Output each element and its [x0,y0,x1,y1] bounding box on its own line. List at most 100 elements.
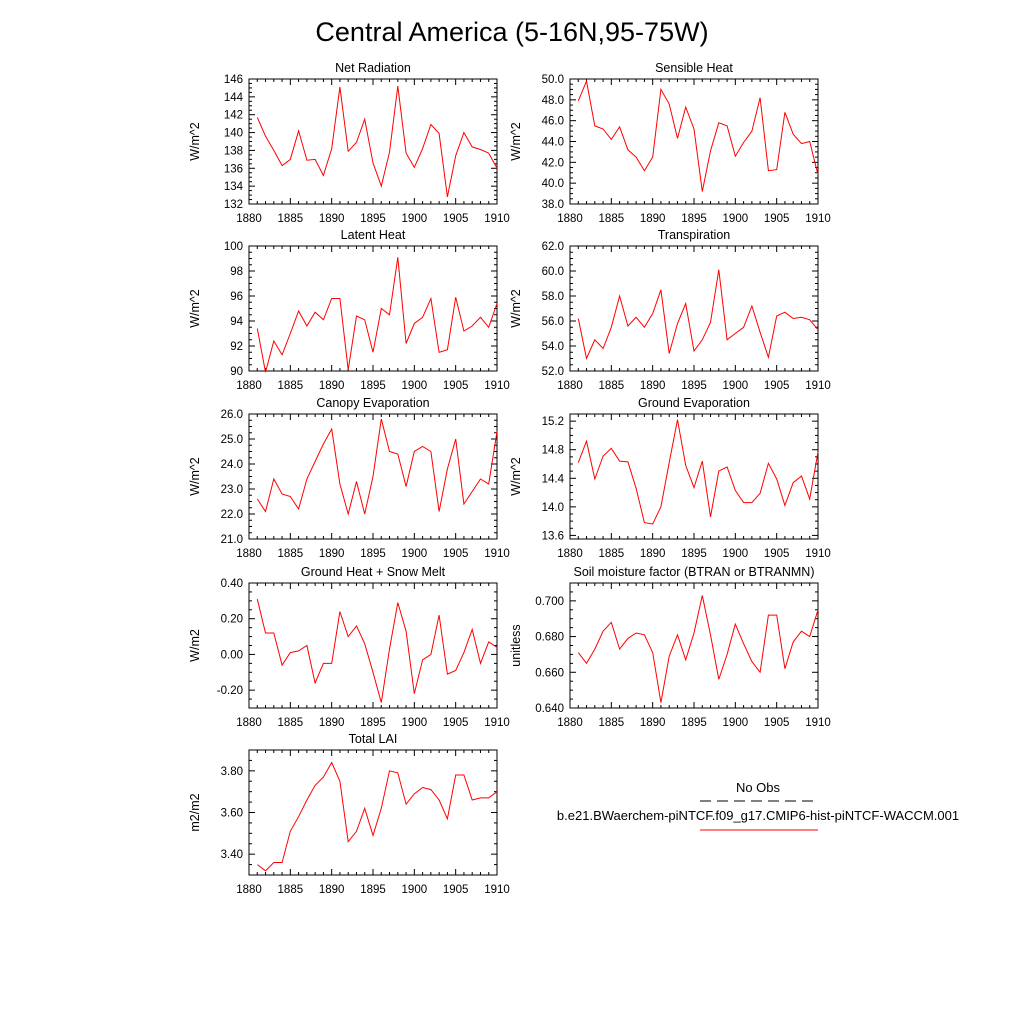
x-tick-label: 1895 [360,548,386,560]
x-tick-label: 1905 [764,548,790,560]
y-tick-label: 3.60 [221,808,243,820]
x-tick-label: 1905 [764,213,790,225]
x-tick-label: 1910 [805,213,831,225]
x-tick-label: 1890 [319,717,345,729]
y-tick-label: 0.700 [535,596,564,608]
y-tick-label: 140 [224,128,243,140]
panels: 1880 1885 1890 1895 1900 1905 1910 132 134 136 138… [188,61,831,896]
x-tick-label: 1880 [557,717,583,729]
y-axis-label: unitless [509,624,523,666]
x-tick-label: 1890 [319,213,345,225]
series-line [256,418,498,516]
x-tick-label: 1900 [402,717,428,729]
panel-title: Ground Heat + Snow Melt [301,565,446,579]
y-tick-label: 14.4 [542,473,565,485]
panel-5: 1880 1885 1890 1895 1900 1905 1910 13.6 14.0 14.4… [509,396,831,560]
panel-title: Net Radiation [335,61,411,75]
y-tick-label: 0.00 [221,649,243,661]
y-axis-label: W/m^2 [188,457,202,496]
y-tick-label: 60.0 [542,266,564,278]
x-tick-label: 1910 [805,548,831,560]
y-tick-label: 146 [224,74,243,86]
y-tick-label: 52.0 [542,366,564,378]
x-tick-label: 1905 [443,380,469,392]
x-tick-label: 1880 [557,213,583,225]
panel-6: 1880 1885 1890 1895 1900 1905 1910 -0.20 0.00 0.2… [188,565,510,729]
x-tick-label: 1885 [278,380,304,392]
y-axis-label: W/m^2 [188,289,202,328]
y-tick-label: 0.20 [221,614,243,626]
y-tick-label: -0.20 [217,685,243,697]
y-axis-label: W/m^2 [188,122,202,161]
x-tick-label: 1895 [360,717,386,729]
x-tick-label: 1885 [599,213,625,225]
plot-frame [569,245,819,372]
x-tick-label: 1885 [278,884,304,896]
x-tick-label: 1905 [764,380,790,392]
x-tick-label: 1900 [723,717,749,729]
series-line [577,269,819,361]
panel-7: 1880 1885 1890 1895 1900 1905 1910 0.640 0.660 0.… [509,565,831,729]
x-tick-label: 1880 [236,213,262,225]
y-tick-label: 48.0 [542,95,564,107]
x-tick-label: 1880 [236,884,262,896]
y-tick-label: 0.660 [535,667,564,679]
panel-3: 1880 1885 1890 1895 1900 1905 1910 52.0 54.0 56.0… [509,228,831,392]
panel-8: 1880 1885 1890 1895 1900 1905 1910 3.40 3.60 3.80… [188,732,510,896]
panel-title: Total LAI [349,732,398,746]
x-tick-label: 1885 [599,380,625,392]
panel-title: Canopy Evaporation [316,396,429,410]
y-axis-label: W/m^2 [509,457,523,496]
panel-title: Ground Evaporation [638,396,750,410]
y-tick-label: 26.0 [221,409,243,421]
y-tick-label: 23.0 [221,484,243,496]
x-tick-label: 1895 [681,717,707,729]
x-tick-label: 1910 [484,884,510,896]
y-tick-label: 138 [224,145,243,157]
y-tick-label: 96 [230,291,243,303]
panel-0: 1880 1885 1890 1895 1900 1905 1910 132 134 136 138… [188,61,510,225]
x-tick-label: 1885 [278,213,304,225]
x-tick-label: 1910 [484,548,510,560]
x-tick-label: 1905 [443,213,469,225]
x-tick-label: 1890 [640,717,666,729]
y-tick-label: 56.0 [542,316,564,328]
x-tick-label: 1890 [319,548,345,560]
y-tick-label: 54.0 [542,341,564,353]
y-tick-label: 22.0 [221,509,243,521]
x-tick-label: 1890 [640,380,666,392]
y-axis-label: W/m^2 [509,289,523,328]
y-tick-label: 38.0 [542,199,564,211]
y-tick-label: 14.8 [542,445,564,457]
plot-frame [569,582,819,709]
x-tick-label: 1910 [484,380,510,392]
x-tick-label: 1890 [319,884,345,896]
series-line [577,79,819,192]
plot-frame [248,749,498,876]
x-tick-label: 1905 [443,884,469,896]
legend-label-model-run: b.e21.BWaerchem-piNTCF.f09_g17.CMIP6-his… [557,808,959,823]
y-tick-label: 14.0 [542,502,564,514]
series-line [577,595,819,703]
y-tick-label: 15.2 [542,416,564,428]
y-tick-label: 25.0 [221,434,243,446]
legend: No Obs b.e21.BWaerchem-piNTCF.f09_g17.CM… [557,780,959,831]
y-tick-label: 46.0 [542,116,564,128]
y-tick-label: 92 [230,341,243,353]
y-axis-label: m2/m2 [188,793,202,831]
x-tick-label: 1895 [681,213,707,225]
panel-title: Transpiration [658,228,731,242]
series-line [256,598,498,703]
figure-title: Central America (5-16N,95-75W) [315,17,708,47]
x-tick-label: 1880 [557,548,583,560]
x-tick-label: 1905 [443,548,469,560]
x-tick-label: 1890 [640,213,666,225]
y-tick-label: 62.0 [542,241,564,253]
y-tick-label: 0.40 [221,578,243,590]
x-tick-label: 1880 [236,717,262,729]
y-tick-label: 13.6 [542,530,564,542]
y-tick-label: 40.0 [542,178,564,190]
y-tick-label: 142 [224,110,243,122]
y-tick-label: 3.40 [221,849,243,861]
